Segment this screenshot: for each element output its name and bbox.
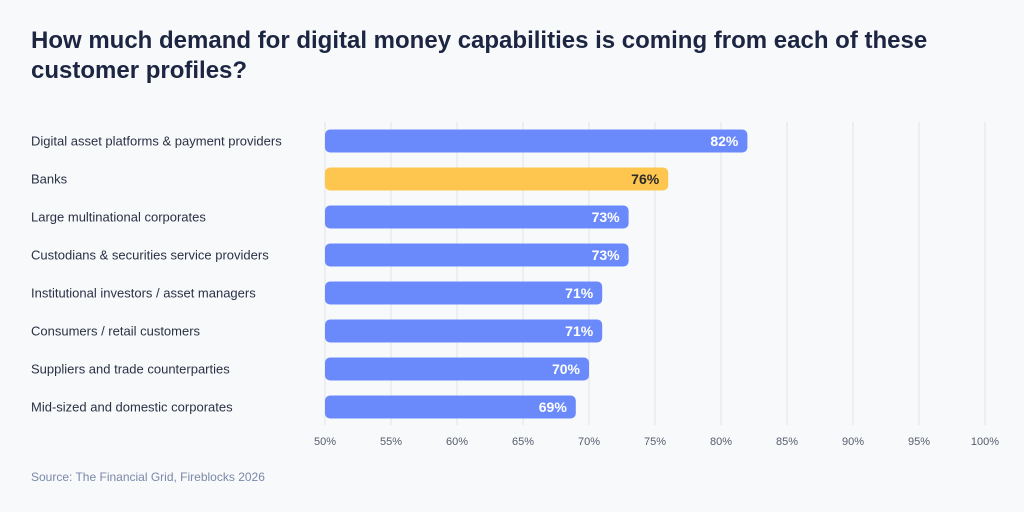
chart-title: How much demand for digital money capabi… bbox=[31, 27, 928, 84]
data-label: 73% bbox=[592, 209, 621, 225]
category-label: Custodians & securities service provider… bbox=[31, 248, 269, 263]
category-label: Banks bbox=[31, 172, 68, 187]
category-label: Suppliers and trade counterparties bbox=[31, 362, 230, 377]
category-label: Consumers / retail customers bbox=[31, 324, 201, 339]
category-label: Digital asset platforms & payment provid… bbox=[31, 134, 282, 149]
x-tick-label: 80% bbox=[710, 436, 732, 448]
category-label: Mid-sized and domestic corporates bbox=[31, 400, 233, 415]
bar bbox=[325, 395, 576, 419]
category-label: Institutional investors / asset managers bbox=[31, 286, 256, 301]
x-tick-label: 75% bbox=[644, 436, 666, 448]
data-label: 76% bbox=[631, 171, 660, 187]
data-label: 71% bbox=[565, 285, 594, 301]
bar bbox=[325, 243, 629, 267]
data-label: 73% bbox=[592, 247, 621, 263]
x-tick-label: 90% bbox=[842, 436, 864, 448]
category-label: Large multinational corporates bbox=[31, 210, 206, 225]
bar bbox=[325, 281, 603, 305]
bar bbox=[325, 129, 748, 153]
source-note: Source: The Financial Grid, Fireblocks 2… bbox=[31, 470, 265, 484]
x-tick-label: 100% bbox=[971, 436, 999, 448]
x-tick-label: 85% bbox=[776, 436, 798, 448]
x-tick-label: 70% bbox=[578, 436, 600, 448]
data-label: 71% bbox=[565, 323, 594, 339]
x-tick-label: 60% bbox=[446, 436, 468, 448]
bar bbox=[325, 167, 669, 191]
bar bbox=[325, 205, 629, 229]
x-tick-label: 65% bbox=[512, 436, 534, 448]
bar bbox=[325, 357, 589, 381]
data-label: 69% bbox=[539, 399, 568, 415]
data-label: 70% bbox=[552, 361, 581, 377]
bar bbox=[325, 319, 603, 343]
x-tick-label: 55% bbox=[380, 436, 402, 448]
x-tick-label: 95% bbox=[908, 436, 930, 448]
data-label: 82% bbox=[710, 133, 739, 149]
x-tick-label: 50% bbox=[314, 436, 336, 448]
